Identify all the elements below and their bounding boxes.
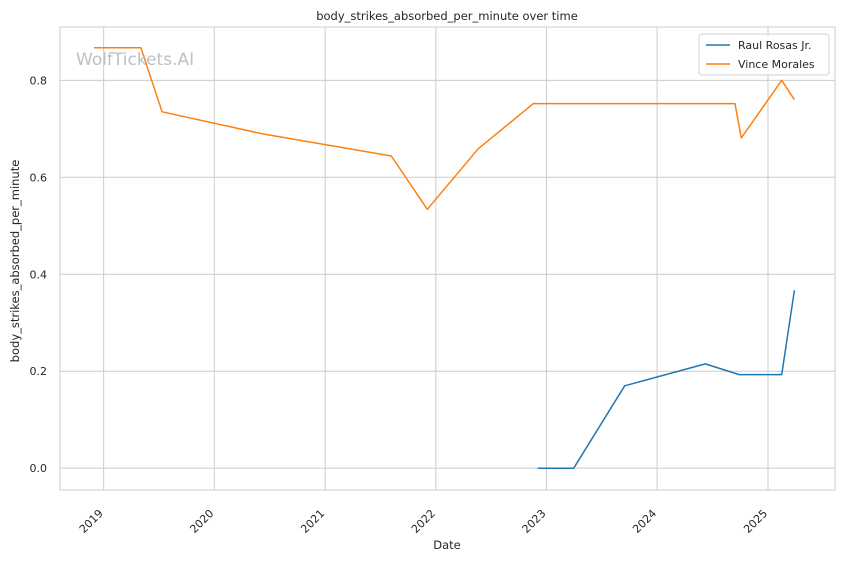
x-tick-label: 2022 <box>409 507 438 536</box>
y-tick-label: 0.2 <box>30 365 48 378</box>
grid <box>60 27 835 490</box>
plot-area-frame <box>59 26 836 491</box>
x-tick-label: 2025 <box>741 507 770 536</box>
chart-title: body_strikes_absorbed_per_minute over ti… <box>316 9 578 23</box>
series-layer <box>93 47 796 469</box>
y-tick-label: 0.4 <box>30 268 48 281</box>
legend-label-raul-rosas: Raul Rosas Jr. <box>738 39 812 52</box>
watermark-text: WolfTickets.AI <box>76 50 194 70</box>
legend: Raul Rosas Jr. Vince Morales <box>698 33 830 76</box>
x-tick-label: 2024 <box>630 507 659 536</box>
legend-box <box>698 33 830 76</box>
x-tick-label: 2023 <box>520 507 549 536</box>
y-tick-label: 0.0 <box>30 462 48 475</box>
series-line-0 <box>537 290 796 469</box>
y-tick-label: 0.6 <box>30 171 48 184</box>
x-tick-label: 2021 <box>298 507 327 536</box>
x-tick-label: 2019 <box>77 507 106 536</box>
x-axis-title: Date <box>433 538 461 552</box>
legend-label-vince-morales: Vince Morales <box>738 58 815 71</box>
x-axis-ticks: 2019 2020 2021 2022 2023 2024 2025 <box>77 507 770 536</box>
y-tick-label: 0.8 <box>30 74 48 87</box>
y-axis-title: body_strikes_absorbed_per_minute <box>8 160 22 363</box>
series-line-1 <box>93 47 796 211</box>
x-tick-label: 2020 <box>187 507 216 536</box>
y-axis-ticks: 0.0 0.2 0.4 0.6 0.8 <box>30 74 48 475</box>
